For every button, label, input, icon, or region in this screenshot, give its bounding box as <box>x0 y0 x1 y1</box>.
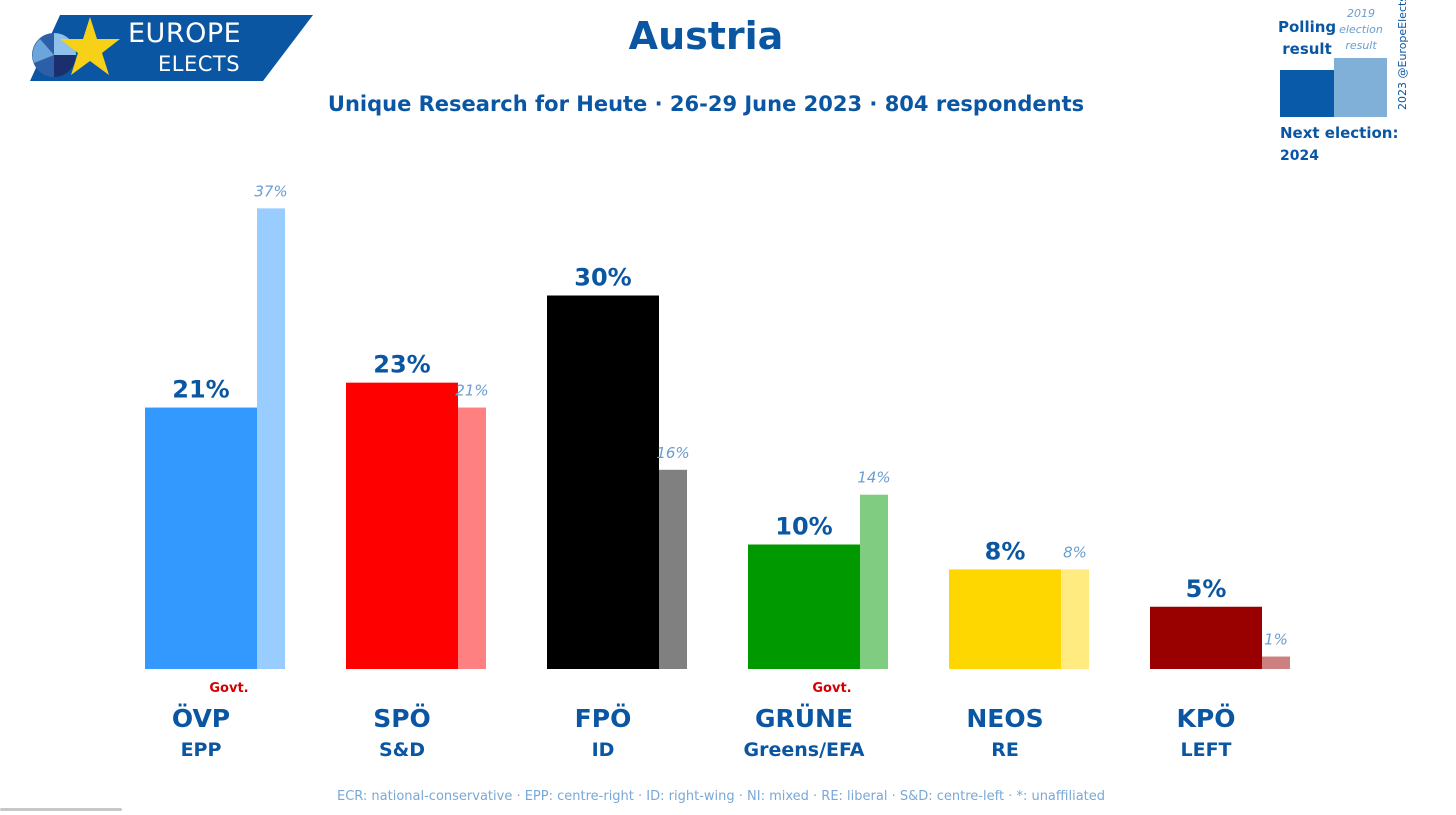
tick-label-group-3: Greens/EFA <box>744 739 865 761</box>
bar-poll-0 <box>145 407 257 669</box>
tick-label-group-4: RE <box>991 739 1019 761</box>
data-label-poll-5: 5% <box>1186 575 1227 603</box>
data-label-poll-3: 10% <box>775 513 832 541</box>
footnote: ECR: national-conservative · EPP: centre… <box>336 789 1106 804</box>
tick-label-group-2: ID <box>592 739 615 761</box>
logo-text-elects: ELECTS <box>158 52 241 76</box>
bar-poll-1 <box>346 382 458 669</box>
tick-label-party-0: ÖVP <box>172 703 230 733</box>
bar-poll-5 <box>1150 606 1262 669</box>
bar-2019-4 <box>1061 569 1089 669</box>
logo-text-europe: EUROPE <box>128 18 242 49</box>
bar-2019-1 <box>458 407 486 669</box>
tick-label-group-5: LEFT <box>1180 739 1231 761</box>
tick-label-group-1: S&D <box>379 739 425 761</box>
tick-label-group-0: EPP <box>181 739 222 761</box>
bar-2019-2 <box>659 469 687 669</box>
govt-label-3: Govt. <box>812 681 851 696</box>
bar-2019-5 <box>1262 656 1290 669</box>
europe-elects-logo <box>30 15 313 81</box>
data-label-2019-0: 37% <box>254 182 287 200</box>
tick-label-party-2: FPÖ <box>575 703 632 733</box>
data-label-poll-0: 21% <box>172 376 229 404</box>
data-label-poll-1: 23% <box>373 351 430 379</box>
page-title: Austria <box>628 14 784 58</box>
bar-2019-3 <box>860 494 888 669</box>
bar-poll-2 <box>547 295 659 669</box>
legend-swatches <box>1280 58 1387 117</box>
legend-polling-label: Polling result <box>1278 18 1337 58</box>
data-label-poll-4: 8% <box>985 537 1026 565</box>
data-label-2019-5: 1% <box>1264 631 1288 649</box>
govt-label-0: Govt. <box>209 681 248 696</box>
tick-label-party-1: SPÖ <box>373 703 431 733</box>
data-label-poll-2: 30% <box>574 264 631 292</box>
data-label-2019-2: 16% <box>656 444 689 462</box>
next-election-year: 2024 <box>1280 148 1319 164</box>
bar-poll-4 <box>949 569 1061 669</box>
data-label-2019-1: 21% <box>455 382 488 400</box>
bar-poll-3 <box>748 544 860 669</box>
legend-election-label: 2019 election result <box>1339 7 1383 52</box>
scrollbar[interactable] <box>0 808 122 811</box>
next-election-label: Next election: <box>1280 124 1399 142</box>
tick-label-party-4: NEOS <box>966 704 1043 733</box>
bar-2019-0 <box>257 208 285 669</box>
data-label-2019-4: 8% <box>1063 543 1087 561</box>
tick-label-party-3: GRÜNE <box>755 703 853 733</box>
data-label-2019-3: 14% <box>857 469 890 487</box>
page-subtitle: Unique Research for Heute · 26-29 June 2… <box>327 92 1085 116</box>
tick-label-party-5: KPÖ <box>1177 703 1236 733</box>
